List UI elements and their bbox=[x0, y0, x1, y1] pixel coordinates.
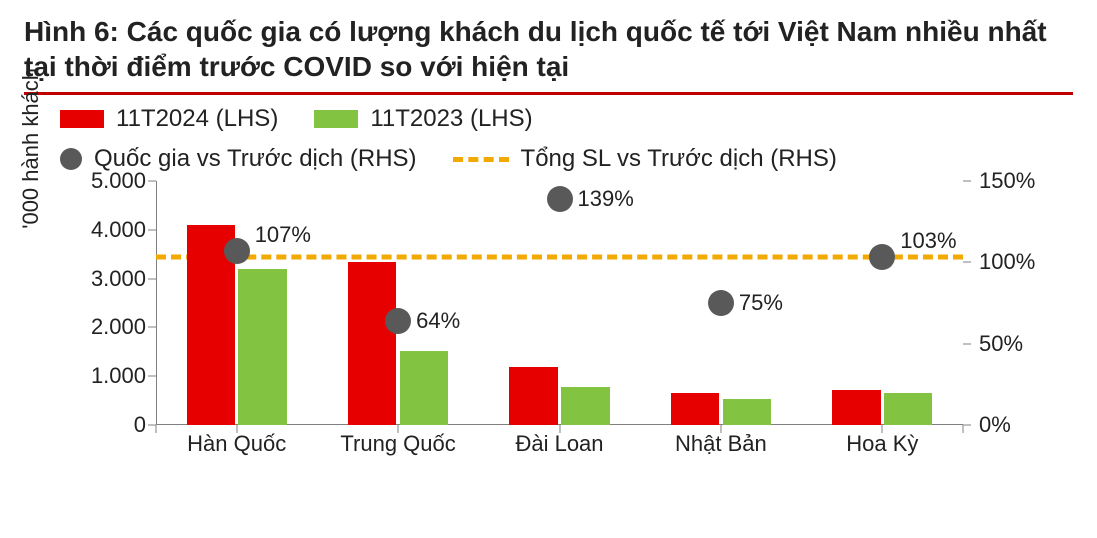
data-point-label: 103% bbox=[900, 228, 956, 254]
y-left-tick-label: 3.000 bbox=[76, 266, 146, 292]
x-tick-label: Nhật Bản bbox=[675, 431, 767, 457]
data-point bbox=[547, 186, 573, 212]
y-right-tick-label: 100% bbox=[979, 249, 1049, 275]
legend-swatch-2024 bbox=[60, 110, 104, 128]
legend-label-dash: Tổng SL vs Trước dịch (RHS) bbox=[521, 145, 837, 173]
y-right-tick bbox=[963, 343, 971, 344]
bar-2024 bbox=[671, 393, 719, 425]
legend-swatch-dot bbox=[60, 148, 82, 170]
data-point bbox=[708, 290, 734, 316]
y-left-tick-label: 5.000 bbox=[76, 168, 146, 194]
y-left-tick bbox=[148, 181, 156, 182]
x-tick-label: Trung Quốc bbox=[340, 431, 455, 457]
data-point-label: 107% bbox=[255, 222, 311, 248]
data-point-label: 139% bbox=[578, 186, 634, 212]
y-left-tick bbox=[148, 327, 156, 328]
y-right-tick bbox=[963, 425, 971, 426]
x-tick-label: Hàn Quốc bbox=[187, 431, 286, 457]
y-right-tick-label: 150% bbox=[979, 168, 1049, 194]
y-right-tick bbox=[963, 262, 971, 263]
x-boundary-tick bbox=[156, 425, 157, 433]
y-left-tick bbox=[148, 229, 156, 230]
bar-2023 bbox=[723, 399, 771, 425]
y-right-tick-label: 50% bbox=[979, 331, 1049, 357]
data-point-label: 64% bbox=[416, 308, 460, 334]
bar-2023 bbox=[400, 351, 448, 425]
figure-title: Hình 6: Các quốc gia có lượng khách du l… bbox=[24, 14, 1073, 84]
bar-2023 bbox=[884, 393, 932, 425]
bar-2024 bbox=[832, 390, 880, 425]
y-right-tick-label: 0% bbox=[979, 412, 1049, 438]
bar-2023 bbox=[238, 269, 286, 425]
legend-swatch-dash bbox=[453, 157, 509, 162]
y-left-tick-label: 4.000 bbox=[76, 217, 146, 243]
y-left-tick bbox=[148, 278, 156, 279]
y-right-tick bbox=[963, 181, 971, 182]
legend: 11T2024 (LHS) 11T2023 (LHS) Quốc gia vs … bbox=[60, 105, 1067, 173]
y-left-tick bbox=[148, 376, 156, 377]
bar-2024 bbox=[348, 262, 396, 425]
data-point bbox=[869, 244, 895, 270]
title-rule bbox=[24, 92, 1073, 95]
legend-item-dash: Tổng SL vs Trước dịch (RHS) bbox=[453, 145, 837, 173]
x-tick-label: Hoa Kỳ bbox=[846, 431, 918, 457]
legend-item-2023: 11T2023 (LHS) bbox=[314, 105, 532, 133]
y-left-tick-label: 0 bbox=[76, 412, 146, 438]
y-left-tick-label: 1.000 bbox=[76, 363, 146, 389]
plot-area: 01.0002.0003.0004.0005.0000%50%100%150%H… bbox=[156, 181, 963, 425]
chart: '000 hành khách 01.0002.0003.0004.0005.0… bbox=[24, 181, 1073, 463]
y-axis-left bbox=[156, 181, 157, 425]
y-axis-title: '000 hành khách bbox=[18, 68, 44, 229]
data-point bbox=[385, 308, 411, 334]
figure: Hình 6: Các quốc gia có lượng khách du l… bbox=[0, 0, 1097, 538]
legend-item-2024: 11T2024 (LHS) bbox=[60, 105, 278, 133]
bar-2024 bbox=[509, 367, 557, 425]
x-tick-label: Đài Loan bbox=[515, 431, 603, 457]
data-point-label: 75% bbox=[739, 290, 783, 316]
bar-2023 bbox=[561, 387, 609, 425]
legend-label-2023: 11T2023 (LHS) bbox=[370, 105, 532, 133]
legend-label-2024: 11T2024 (LHS) bbox=[116, 105, 278, 133]
data-point bbox=[224, 238, 250, 264]
reference-line bbox=[156, 255, 963, 260]
y-left-tick-label: 2.000 bbox=[76, 314, 146, 340]
legend-swatch-2023 bbox=[314, 110, 358, 128]
x-boundary-tick bbox=[963, 425, 964, 433]
